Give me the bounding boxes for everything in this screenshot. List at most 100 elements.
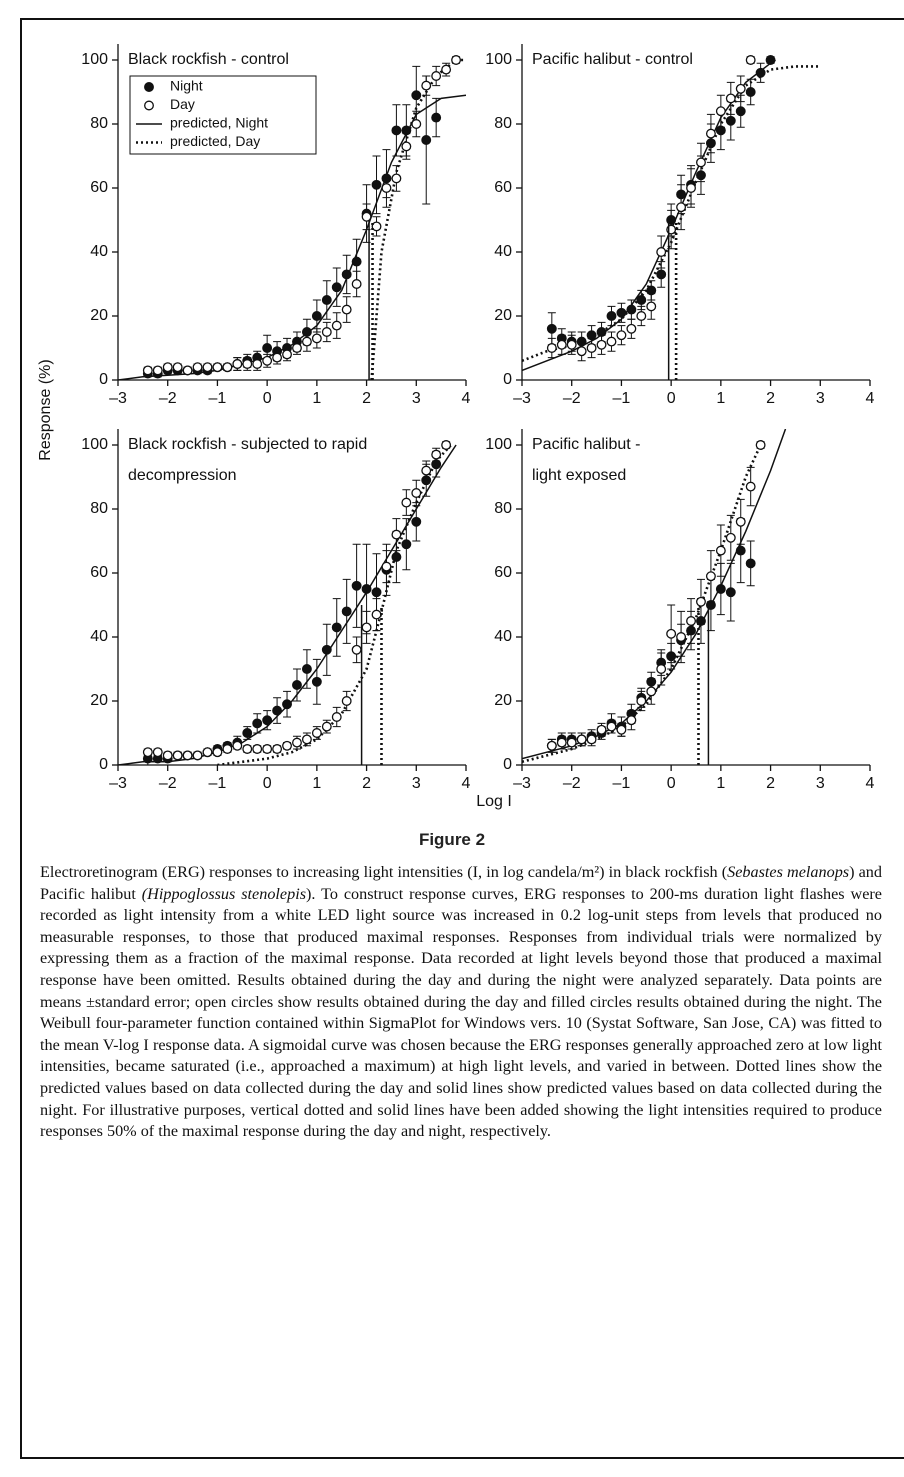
x-tick-label: 4 bbox=[462, 775, 471, 792]
night-point bbox=[606, 311, 617, 321]
day-point bbox=[596, 724, 607, 735]
y-tick-label: 60 bbox=[90, 564, 108, 581]
y-tick-label: 0 bbox=[503, 371, 512, 388]
day-point bbox=[282, 740, 292, 751]
y-tick-label: 100 bbox=[485, 436, 512, 453]
day-point bbox=[421, 465, 432, 476]
y-tick-label: 80 bbox=[90, 500, 108, 517]
day-point bbox=[696, 157, 706, 168]
day-point bbox=[331, 320, 342, 331]
day-point bbox=[391, 173, 402, 184]
day-point bbox=[262, 744, 273, 754]
y-tick-label: 0 bbox=[99, 756, 108, 773]
night-point bbox=[371, 587, 382, 598]
day-point bbox=[676, 202, 687, 213]
night-point bbox=[431, 112, 442, 123]
night-point bbox=[262, 715, 273, 726]
x-tick-label: –2 bbox=[563, 775, 581, 792]
figure-label: Figure 2 bbox=[418, 830, 486, 849]
day-point bbox=[431, 449, 442, 460]
y-tick-label: 20 bbox=[494, 692, 512, 709]
day-point bbox=[745, 481, 756, 492]
legend-marker bbox=[144, 100, 154, 111]
x-tick-label: –3 bbox=[109, 390, 127, 407]
y-tick-label: 0 bbox=[99, 371, 108, 388]
x-tick-label: 3 bbox=[816, 390, 825, 407]
caption: Electroretinogram (ERG) responses to inc… bbox=[40, 862, 882, 1143]
x-tick-label: –3 bbox=[109, 775, 127, 792]
panel-title: light exposed bbox=[532, 467, 626, 484]
day-point bbox=[292, 737, 302, 748]
x-tick-label: 1 bbox=[312, 775, 321, 792]
day-point bbox=[202, 747, 213, 758]
day-point bbox=[401, 497, 412, 508]
day-point bbox=[441, 440, 452, 450]
night-point bbox=[262, 343, 273, 353]
day-point bbox=[705, 571, 716, 582]
night-point bbox=[725, 587, 736, 598]
legend-label: Day bbox=[170, 96, 195, 112]
day-point bbox=[556, 339, 567, 350]
day-point bbox=[321, 327, 332, 337]
x-tick-label: 4 bbox=[866, 390, 875, 407]
night-point bbox=[351, 580, 362, 591]
frame-left bbox=[20, 18, 22, 1459]
day-point bbox=[656, 664, 667, 674]
y-tick-label: 20 bbox=[90, 692, 108, 709]
day-point bbox=[616, 724, 627, 735]
day-point bbox=[162, 362, 173, 373]
caption-text: ) and Pacific halibut bbox=[40, 863, 882, 903]
day-point bbox=[576, 734, 587, 745]
night-point bbox=[616, 307, 627, 318]
night-point bbox=[341, 269, 352, 280]
day-point bbox=[576, 346, 587, 357]
night-point bbox=[745, 87, 756, 97]
night-point bbox=[311, 311, 322, 321]
x-tick-label: –2 bbox=[563, 390, 581, 407]
day-point bbox=[431, 71, 442, 81]
caption-text: Electroretinogram (ERG) responses to inc… bbox=[40, 863, 728, 881]
predicted-curve bbox=[522, 444, 762, 764]
night-point bbox=[371, 179, 382, 190]
day-point bbox=[546, 343, 557, 353]
x-tick-label: 2 bbox=[362, 775, 371, 792]
day-point bbox=[745, 55, 756, 65]
day-point bbox=[162, 750, 173, 761]
day-point bbox=[586, 343, 597, 353]
y-tick-label: 40 bbox=[494, 628, 512, 645]
x-tick-label: –1 bbox=[209, 775, 227, 792]
day-point bbox=[172, 750, 183, 761]
day-point bbox=[272, 352, 283, 363]
day-point bbox=[351, 644, 362, 655]
x-tick-label: –2 bbox=[159, 775, 177, 792]
x-tick-label: 3 bbox=[816, 775, 825, 792]
day-point bbox=[361, 211, 372, 222]
predicted-curve bbox=[118, 444, 457, 765]
night-point bbox=[725, 115, 736, 126]
day-point bbox=[755, 440, 766, 450]
x-tick-label: –2 bbox=[159, 390, 177, 407]
x-axis-label: Log I bbox=[476, 793, 512, 810]
day-point bbox=[222, 362, 233, 373]
day-point bbox=[301, 734, 312, 745]
x-tick-label: 1 bbox=[716, 775, 725, 792]
x-tick-label: 0 bbox=[263, 775, 272, 792]
day-point bbox=[696, 596, 706, 607]
night-point bbox=[636, 295, 647, 305]
night-point bbox=[331, 282, 342, 293]
day-point bbox=[676, 632, 687, 642]
day-point bbox=[626, 323, 637, 334]
caption-text: ). To construct response curves, ERG res… bbox=[40, 884, 882, 1141]
night-point bbox=[715, 584, 726, 594]
day-point bbox=[686, 183, 696, 193]
night-point bbox=[321, 295, 332, 305]
night-point bbox=[765, 55, 776, 65]
day-point bbox=[626, 715, 637, 726]
day-point bbox=[381, 561, 392, 572]
night-point bbox=[292, 680, 302, 690]
y-tick-label: 80 bbox=[494, 115, 512, 132]
day-point bbox=[152, 747, 163, 758]
day-point bbox=[361, 622, 372, 633]
x-tick-label: 3 bbox=[412, 390, 421, 407]
